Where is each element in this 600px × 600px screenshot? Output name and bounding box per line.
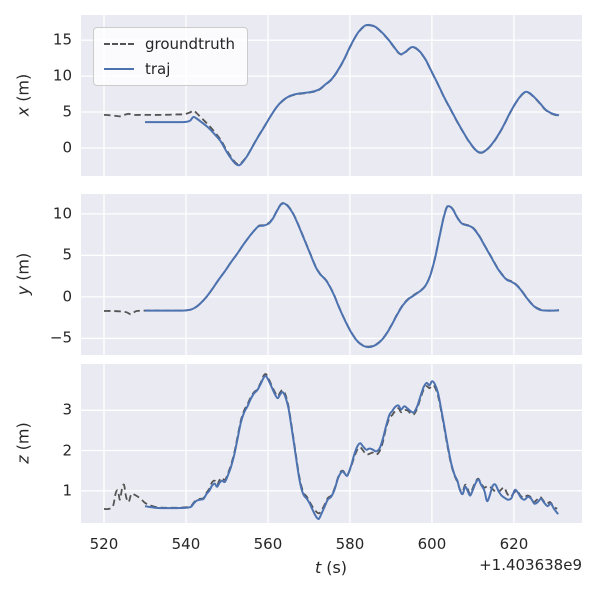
traj-line: [144, 202, 560, 349]
y-tick-label: 0: [62, 287, 72, 306]
groundtruth-line: [103, 202, 560, 348]
y-tick-label: 2: [62, 441, 72, 460]
x-tick-label: 580: [335, 535, 365, 553]
x-tick-label: 540: [171, 535, 201, 553]
x-tick-label: 560: [253, 535, 283, 553]
axis-offset-text: +1.403638e9: [479, 556, 582, 574]
y-tick-label: 5: [62, 102, 72, 121]
y-tick-label: 10: [52, 204, 72, 223]
dashed-line-sample-icon: [104, 43, 134, 45]
x-tick-label: 600: [417, 535, 447, 553]
y-axis-label-z: z(m): [13, 422, 33, 464]
subplot-y-position: [81, 194, 582, 355]
y-tick-label: 5: [62, 245, 72, 264]
y-tick-label: 1: [62, 481, 72, 500]
y-tick-label: 0: [62, 138, 72, 157]
x-axis-label: t (s): [314, 558, 348, 577]
y-axis-label-y: y(m): [13, 252, 33, 296]
groundtruth-line: [103, 373, 558, 515]
legend: groundtruth traj: [93, 27, 249, 86]
subplot-z-position: [81, 364, 582, 523]
plot-canvas-y: [81, 194, 582, 355]
traj-line: [144, 375, 559, 521]
legend-label-traj: traj: [145, 60, 171, 78]
y-tick-label: 15: [52, 30, 72, 49]
plot-canvas-z: [81, 364, 582, 523]
traj-line: [145, 23, 560, 167]
legend-label-groundtruth: groundtruth: [145, 35, 236, 53]
y-axis-label-x: x(m): [13, 73, 33, 117]
legend-entry-traj: traj: [104, 60, 235, 78]
x-tick-label: 620: [499, 535, 529, 553]
y-tick-label: −5: [49, 328, 72, 347]
y-tick-label: 3: [62, 400, 72, 419]
y-tick-label: 10: [52, 66, 72, 85]
solid-line-sample-icon: [104, 68, 134, 70]
x-tick-label: 520: [89, 535, 119, 553]
legend-entry-groundtruth: groundtruth: [104, 35, 235, 53]
